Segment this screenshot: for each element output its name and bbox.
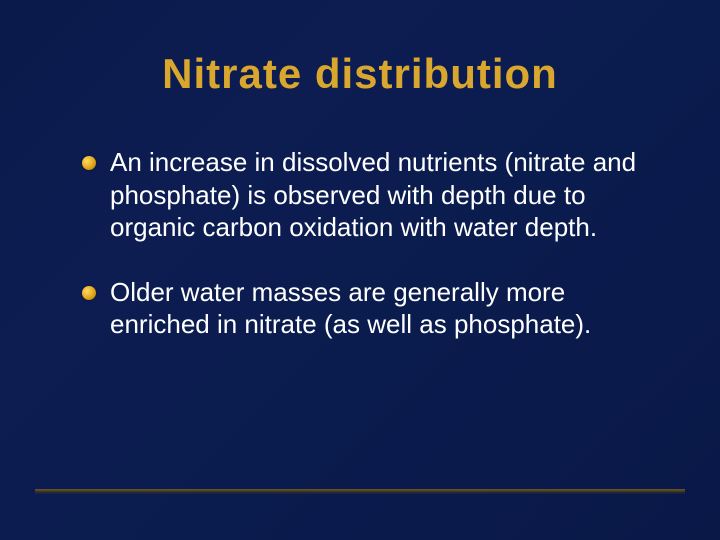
bullet-icon bbox=[82, 156, 96, 170]
bullet-text: Older water masses are generally more en… bbox=[110, 277, 591, 340]
slide-title: Nitrate distribution bbox=[70, 50, 650, 98]
list-item: Older water masses are generally more en… bbox=[88, 276, 650, 341]
bullet-text: An increase in dissolved nutrients (nitr… bbox=[110, 147, 636, 242]
list-item: An increase in dissolved nutrients (nitr… bbox=[88, 146, 650, 244]
footer-divider bbox=[35, 489, 685, 492]
bullet-icon bbox=[82, 286, 96, 300]
slide: Nitrate distribution An increase in diss… bbox=[0, 0, 720, 540]
bullet-list: An increase in dissolved nutrients (nitr… bbox=[70, 146, 650, 341]
